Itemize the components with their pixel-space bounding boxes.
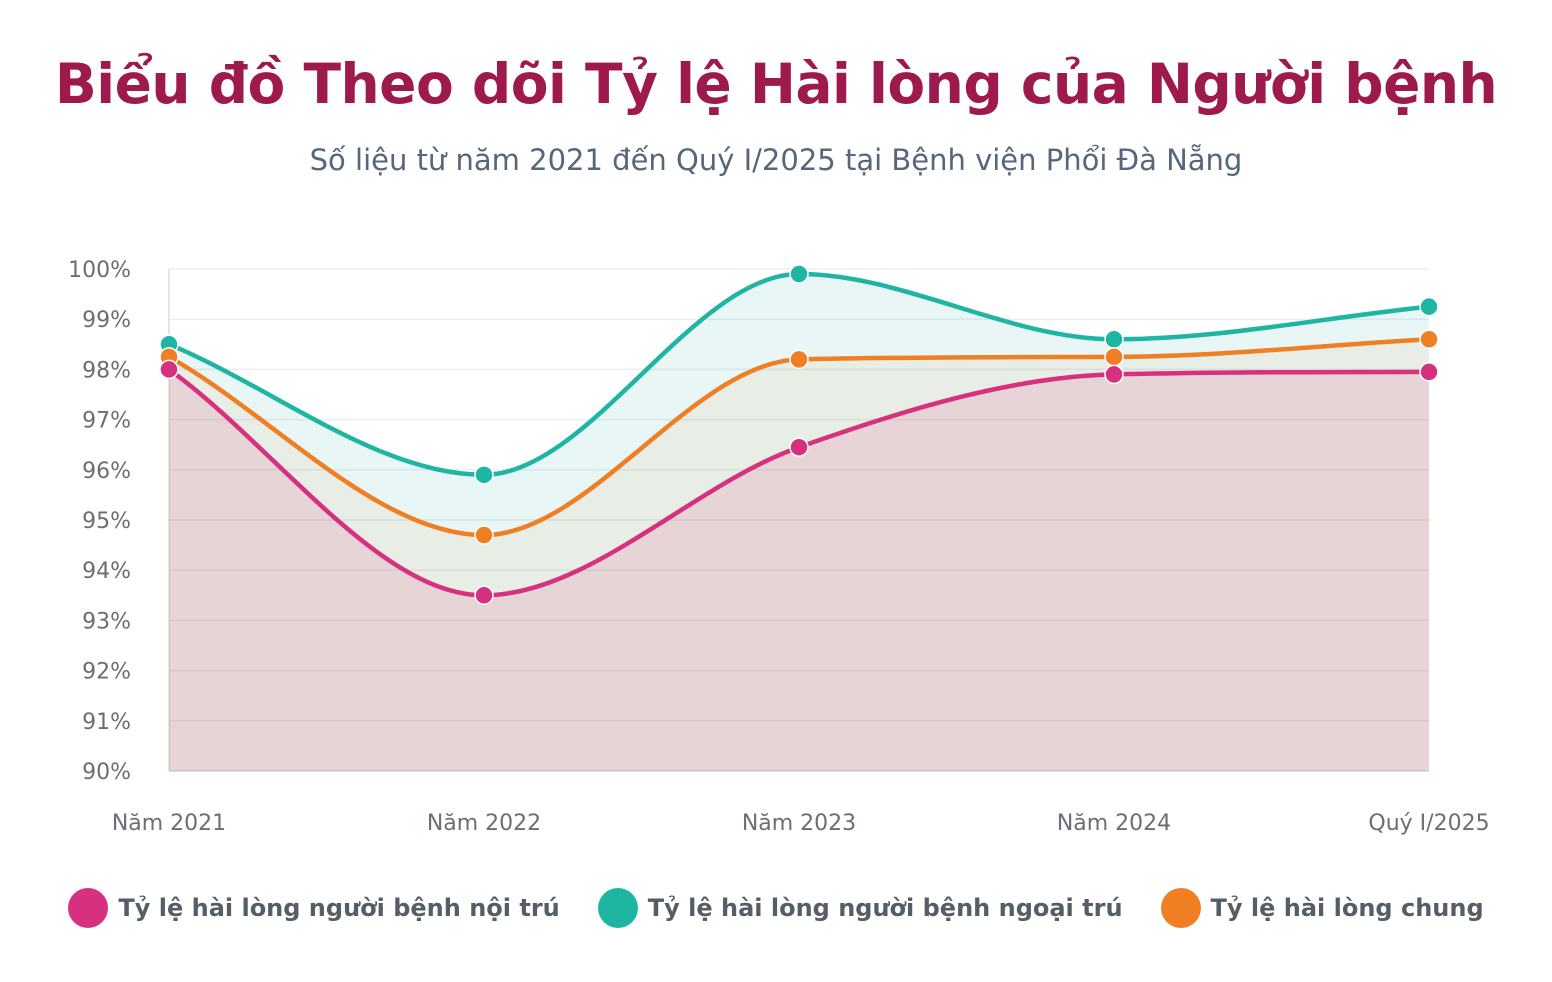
- x-tick-label: Năm 2021: [112, 811, 226, 836]
- data-point-inpatient[interactable]: [789, 437, 809, 457]
- y-tick-label: 96%: [82, 459, 131, 484]
- area-inpatient: [169, 369, 1429, 771]
- x-tick-label: Quý I/2025: [1368, 811, 1489, 836]
- y-tick-label: 99%: [82, 308, 131, 333]
- y-tick-label: 100%: [68, 258, 131, 283]
- legend-label-inpatient: Tỷ lệ hài lòng người bệnh nội trú: [118, 894, 560, 922]
- series-line-overall: [166, 337, 1432, 538]
- y-tick-label: 97%: [82, 409, 131, 434]
- legend-label-overall: Tỷ lệ hài lòng chung: [1210, 894, 1484, 922]
- x-tick-label: Năm 2022: [427, 811, 541, 836]
- y-tick-label: 95%: [82, 509, 131, 534]
- x-tick-label: Năm 2023: [742, 811, 856, 836]
- y-tick-label: 93%: [82, 609, 131, 634]
- data-point-outpatient[interactable]: [789, 264, 809, 284]
- data-point-outpatient[interactable]: [1104, 329, 1124, 350]
- data-point-overall[interactable]: [474, 525, 494, 545]
- area-outpatient: [169, 274, 1429, 771]
- y-tick-label: 90%: [82, 760, 131, 785]
- data-point-inpatient[interactable]: [159, 359, 179, 380]
- data-point-overall[interactable]: [1419, 329, 1439, 350]
- legend-item-overall[interactable]: Tỷ lệ hài lòng chung: [1160, 888, 1484, 928]
- data-point-outpatient[interactable]: [1419, 296, 1439, 317]
- x-tick-label: Năm 2024: [1057, 811, 1171, 836]
- y-tick-label: 94%: [82, 559, 131, 584]
- legend-label-outpatient: Tỷ lệ hài lòng người bệnh ngoại trú: [647, 894, 1123, 922]
- legend-swatch-outpatient: [597, 888, 638, 928]
- chart-title: Biểu đồ Theo dõi Tỷ lệ Hài lòng của Ngườ…: [54, 52, 1498, 116]
- legend-item-inpatient[interactable]: Tỷ lệ hài lòng người bệnh nội trú: [68, 888, 560, 928]
- data-point-inpatient[interactable]: [474, 585, 494, 606]
- y-tick-label: 91%: [82, 710, 131, 735]
- area-overall: [169, 339, 1429, 771]
- data-point-overall[interactable]: [789, 349, 809, 370]
- point-layer: [159, 264, 1439, 606]
- data-point-inpatient[interactable]: [1419, 362, 1439, 382]
- data-point-inpatient[interactable]: [1104, 364, 1124, 385]
- legend-swatch-inpatient: [68, 888, 109, 928]
- series-line-inpatient: [166, 367, 1432, 598]
- line-chart: 90% 91% 92% 93% 94% 95% 96% 97% 98% 99% 100% Năm 2…: [68, 258, 1490, 836]
- area-layer: [169, 274, 1429, 771]
- chart-subtitle: Số liệu từ năm 2021 đến Quý I/2025 tại B…: [309, 143, 1243, 177]
- y-tick-label: 92%: [82, 660, 131, 685]
- y-axis-ticks: 90% 91% 92% 93% 94% 95% 96% 97% 98% 99% 100%: [68, 258, 131, 785]
- x-axis-ticks: Năm 2021 Năm 2022 Năm 2023 Năm 2024 Quý I/20…: [112, 811, 1490, 836]
- data-point-outpatient[interactable]: [474, 465, 494, 485]
- data-point-overall[interactable]: [1104, 347, 1124, 367]
- y-tick-label: 98%: [82, 358, 131, 383]
- legend-item-outpatient[interactable]: Tỷ lệ hài lòng người bệnh ngoại trú: [597, 888, 1123, 928]
- legend-swatch-overall: [1160, 888, 1201, 928]
- legend: Tỷ lệ hài lòng người bệnh nội trú Tỷ lệ …: [0, 888, 1552, 928]
